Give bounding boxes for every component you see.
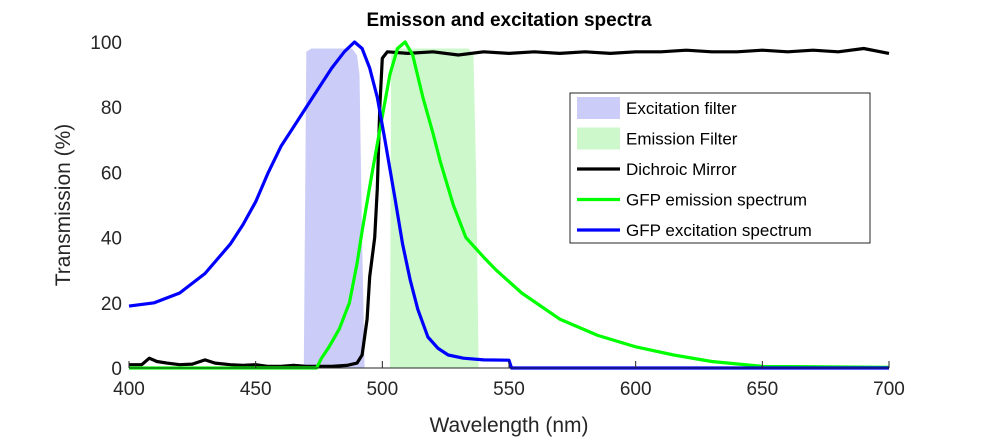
legend-label: Excitation filter	[626, 99, 737, 118]
legend-label: Emission Filter	[626, 130, 738, 149]
x-tick-label: 400	[113, 379, 145, 400]
x-tick-label: 500	[366, 379, 398, 400]
legend-label: GFP emission spectrum	[626, 191, 807, 210]
legend-swatch	[577, 97, 620, 119]
y-axis-label: Transmission (%)	[52, 124, 75, 287]
series-line-gfp-excitation-spectrum	[128, 40, 889, 370]
legend-label: GFP excitation spectrum	[626, 221, 812, 240]
series-line-dichroic-mirror	[129, 46, 890, 368]
axes: 400 450 500 550 600 650 700 0 20 40 60 80 100	[90, 33, 905, 400]
chart-title: Emisson and excitation spectra	[366, 10, 652, 31]
series-area-excitation-filter	[303, 48, 365, 368]
x-axis-label: Wavelength (nm)	[429, 414, 588, 437]
plot-area	[128, 40, 890, 370]
x-tick-label: 600	[620, 379, 652, 400]
x-tick-label: 450	[240, 379, 272, 400]
x-tick-label: 700	[873, 379, 905, 400]
y-tick-label: 40	[101, 229, 122, 250]
y-tick-label: 100	[90, 33, 122, 54]
y-tick-label: 60	[101, 163, 122, 184]
legend: Excitation filter Emission Filter Dichroic…	[569, 92, 871, 244]
x-tick-label: 550	[493, 379, 525, 400]
y-tick-label: 20	[101, 294, 122, 315]
legend-swatch	[577, 127, 620, 150]
y-tick-label: 0	[111, 359, 122, 380]
legend-label: Dichroic Mirror	[626, 160, 737, 179]
series-line-gfp-emission-spectrum	[129, 40, 890, 370]
x-tick-label: 650	[746, 379, 778, 400]
y-tick-label: 80	[101, 98, 122, 119]
series-area-emission-filter	[389, 48, 479, 368]
